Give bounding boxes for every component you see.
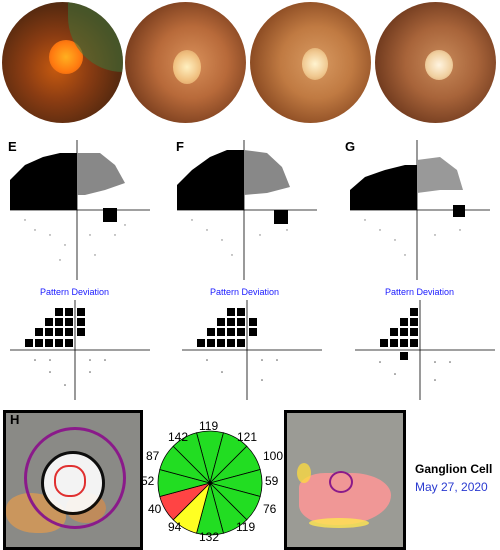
visual-field-map-g [350,140,490,280]
clock-value-94: 94 [168,520,182,534]
pattern-deviation-plot-f [182,300,322,400]
pattern-deviation-title-g: Pattern Deviation [385,287,455,297]
pattern-deviation-title-f: Pattern Deviation [210,287,280,297]
ganglion-cell-date: May 27, 2020 [415,480,488,494]
fundus-photo-c [250,2,371,123]
ganglion-cell-title: Ganglion Cell [415,462,493,476]
panel-label-e: E [8,139,17,154]
ganglion-cell-map [284,410,406,550]
clock-value-100: 100 [263,449,284,463]
clock-value-142: 142 [168,430,189,444]
fundus-photo-d [375,2,496,123]
panel-label-g: G [345,139,356,154]
clock-value-119-bottom: 119 [236,520,256,534]
panel-label-f: F [176,139,184,154]
rnfl-clock-chart [157,430,263,536]
visual-field-map-e [10,140,150,280]
panel-label-d: D [380,3,390,18]
clock-value-132: 132 [199,530,220,544]
clock-value-59: 59 [265,474,279,488]
oct-disc-image [3,410,143,550]
panel-label-h: H [10,412,20,427]
clock-value-119-top: 119 [199,419,219,433]
pattern-deviation-plot-g [355,300,495,400]
panel-label-c: C [255,3,265,18]
clock-value-76: 76 [263,502,277,516]
clock-value-52: 52 [141,474,155,488]
visual-field-map-f [177,140,317,280]
clock-sector-12 [172,432,211,485]
pattern-deviation-title-e: Pattern Deviation [40,287,110,297]
clock-value-87: 87 [146,449,160,463]
pattern-deviation-plot-e [10,300,150,400]
clock-value-40: 40 [148,502,162,516]
clock-value-121: 121 [237,430,258,444]
panel-label-a: A [8,3,18,18]
fundus-photo-b [125,2,246,123]
panel-label-b: B [131,3,141,18]
fundus-photo-a [2,2,123,123]
